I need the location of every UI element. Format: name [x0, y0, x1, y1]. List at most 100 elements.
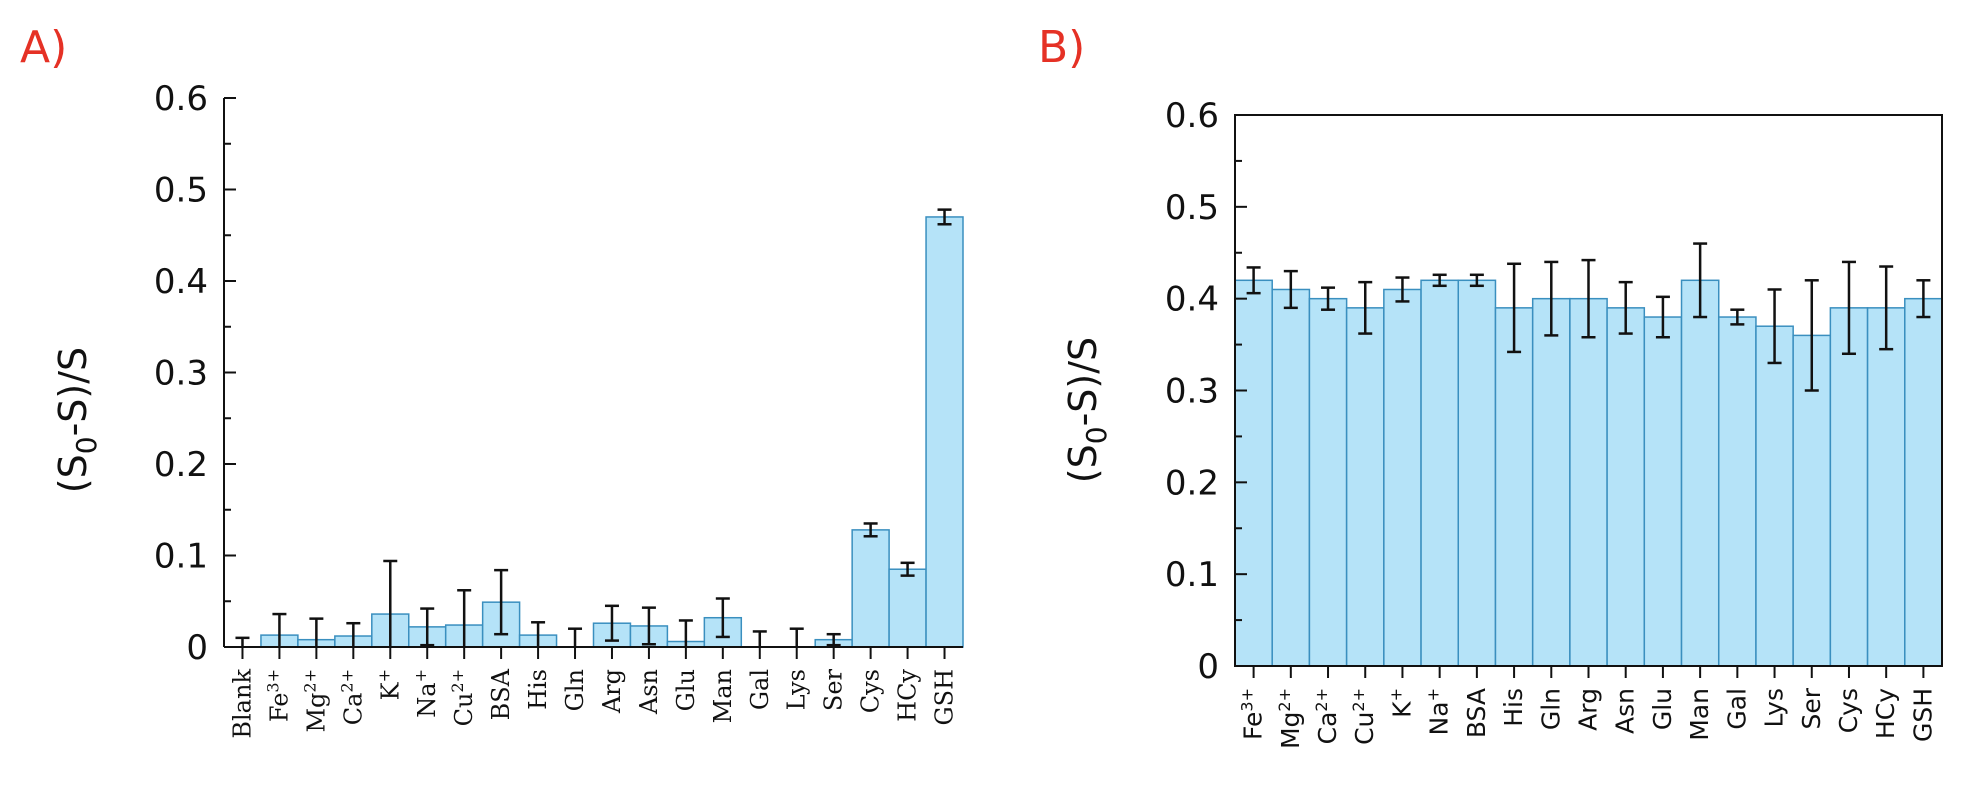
panel-b-errorbar-Na+: [1432, 273, 1447, 288]
panel-b-bar-Fe3+: [1234, 279, 1273, 667]
panel-b-xtick-label-Ser: Ser: [1797, 687, 1826, 729]
panel-a-xtick-label-Na+: Na+: [411, 669, 441, 718]
panel-a-bar-GSH: [925, 216, 964, 648]
panel-b-xtick-label-Man: Man: [1685, 688, 1714, 741]
panel-b-errorbar-GSH: [1916, 279, 1931, 319]
panel-b-bar-Gal: [1717, 316, 1757, 667]
panel-b-ytick-label-3: 0.3: [1165, 372, 1219, 412]
panel-b-xtick-label-GSH: GSH: [1908, 688, 1937, 742]
panel-b-xtick-label-Fe3+: Fe3+: [1238, 688, 1268, 740]
panel-a-xtick-label-Cys: Cys: [857, 669, 885, 713]
panel-b-errorbar-Asn: [1618, 280, 1633, 335]
panel-a-errorbar-K+: [383, 559, 398, 647]
panel-a-bar-Cys: [851, 529, 890, 648]
panel-a-xtick-label-Ser: Ser: [820, 668, 848, 711]
panel-a-xtick-label-Lys: Lys: [783, 669, 811, 710]
panel-b: B) (S0-S)/S 00.10.20.30.40.50.6Fe3+Mg2+C…: [1038, 22, 1943, 749]
panel-b-errorbar-Ca2+: [1321, 286, 1336, 311]
panel-a-y-axis-title: (S0-S)/S: [51, 347, 103, 493]
panel-b-errorbar-K+: [1395, 276, 1410, 303]
panel-b-ytick-label-6: 0.6: [1165, 96, 1219, 136]
panel-b-bar-Na+: [1420, 279, 1460, 667]
panel-b-errorbar-Cu2+: [1358, 280, 1373, 335]
panel-a-xtick-label-HCy: HCy: [894, 669, 922, 722]
panel-b-xtick-label-Lys: Lys: [1760, 688, 1789, 727]
panel-b-bar-Gln: [1531, 297, 1571, 667]
panel-a-ytick-label-3: 0.3: [154, 354, 208, 394]
panel-b-bar-BSA: [1457, 279, 1497, 667]
panel-b-xtick-label-Cu2+: Cu2+: [1349, 688, 1379, 745]
panel-b-errorbar-Mg2+: [1283, 269, 1298, 310]
panel-a-errorbar-Asn: [641, 606, 656, 646]
panel-a-ytick-label-6: 0.6: [154, 79, 208, 119]
panel-a-errorbar-Mg2+: [309, 617, 324, 647]
panel-b-errorbar-Gal: [1730, 308, 1745, 326]
panel-b-bar-Cys: [1829, 307, 1869, 667]
panel-b-errorbar-Glu: [1655, 295, 1670, 339]
panel-a-ytick-label-1: 0.1: [154, 537, 208, 577]
panel-b-errorbar-His: [1507, 262, 1522, 354]
panel-b-errorbar-Ser: [1804, 279, 1819, 392]
panel-b-bar-K+: [1383, 288, 1422, 667]
panel-b-errorbar-Lys: [1767, 288, 1782, 365]
panel-b-errorbar-Man: [1693, 242, 1708, 319]
panel-a-errorbar-Ca2+: [346, 621, 361, 647]
panel-a-errorbar-Man: [715, 597, 730, 639]
panel-a-xtick-label-Cu2+: Cu2+: [448, 669, 478, 726]
panel-a-errorbar-Glu: [678, 619, 693, 647]
panel-a-errorbar-Na+: [420, 607, 435, 647]
panel-a-xtick-label-Man: Man: [709, 669, 737, 723]
panel-b-xtick-label-Asn: Asn: [1611, 688, 1640, 734]
panel-b-ytick-label-1: 0.1: [1165, 555, 1219, 595]
panel-b-bar-HCy: [1866, 307, 1906, 667]
panel-b-xtick-label-Gal: Gal: [1722, 688, 1751, 730]
panel-a-xtick-label-His: His: [524, 669, 552, 710]
panel-b-ytick-label-4: 0.4: [1165, 280, 1219, 320]
panel-a-xtick-label-Mg2+: Mg2+: [300, 669, 330, 733]
panel-a: A) (S0-S)/S 0 0.1 0.2 0.3 0.4 0.5 0.6 Blank Fe3+…: [20, 22, 964, 739]
panel-a-xtick-label-Asn: Asn: [635, 669, 663, 715]
panel-b-plot: 0 0.1 0.2 0.3 0.4 0.5 0.6 Fe3+Mg2+Ca2+Cu2+ K+ Na+…: [1165, 96, 1943, 749]
panel-a-errorbar-Gln: [568, 627, 583, 647]
panel-a-errorbar-HCy: [900, 561, 915, 577]
panel-b-xtick-label-Ca2+: Ca2+: [1312, 688, 1342, 744]
panel-a-xtick-label-GSH: GSH: [931, 669, 959, 726]
panel-a-errorbar-Lys: [789, 627, 804, 647]
panel-b-errorbar-Cys: [1841, 260, 1856, 356]
panel-b-xtick-label-Mg2+: Mg2+: [1275, 688, 1305, 749]
panel-a-plot: 0 0.1 0.2 0.3 0.4 0.5 0.6 Blank Fe3+Mg2+Ca2+ K+Na…: [154, 79, 964, 739]
panel-a-errorbar-Fe3+: [272, 612, 287, 647]
panel-a-bar-HCy: [888, 568, 927, 648]
panel-a-xtick-label-Ca2+: Ca2+: [337, 669, 367, 725]
panel-a-errorbar-Arg: [604, 604, 619, 642]
panel-b-bar-Mg2+: [1271, 288, 1311, 667]
panel-b-xtick-label-K+: K+: [1386, 688, 1416, 718]
panel-b-xtick-label-Arg: Arg: [1574, 688, 1603, 731]
panel-b-errorbar-HCy: [1879, 265, 1894, 351]
panel-a-ytick-label-5: 0.5: [154, 171, 208, 211]
panel-a-errorbar-Ser: [826, 632, 841, 647]
panel-b-bar-Arg: [1569, 297, 1608, 667]
panel-a-xtick-label-Gln: Gln: [561, 669, 589, 711]
panel-a-xtick-label-Arg: Arg: [598, 669, 626, 714]
panel-b-xtick-label-Cys: Cys: [1834, 688, 1863, 733]
panel-b-errorbar-Arg: [1581, 258, 1596, 339]
panel-b-ytick-label-2: 0.2: [1165, 463, 1219, 503]
panel-a-ytick-label-2: 0.2: [154, 445, 208, 485]
panel-b-bar-His: [1494, 307, 1534, 667]
panel-b-bar-Man: [1680, 279, 1720, 667]
panel-a-xtick-label-Glu: Glu: [672, 669, 700, 711]
panel-b-errorbar-Fe3+: [1246, 266, 1261, 295]
panel-b-bar-Cu2+: [1345, 307, 1385, 667]
panel-b-bar-Lys: [1755, 325, 1794, 667]
panel-a-xtick-label-Blank: Blank: [228, 669, 256, 739]
panel-b-xtick-label-His: His: [1499, 688, 1528, 727]
panel-b-xtick-label-Glu: Glu: [1648, 688, 1677, 730]
panel-a-ytick-label-4: 0.4: [154, 262, 208, 302]
panel-b-label: B): [1038, 22, 1085, 73]
panel-b-ytick-label-5: 0.5: [1165, 188, 1219, 228]
panel-b-y-axis-title: (S0-S)/S: [1061, 337, 1113, 483]
panel-b-ytick-label-0: 0: [1197, 647, 1219, 687]
